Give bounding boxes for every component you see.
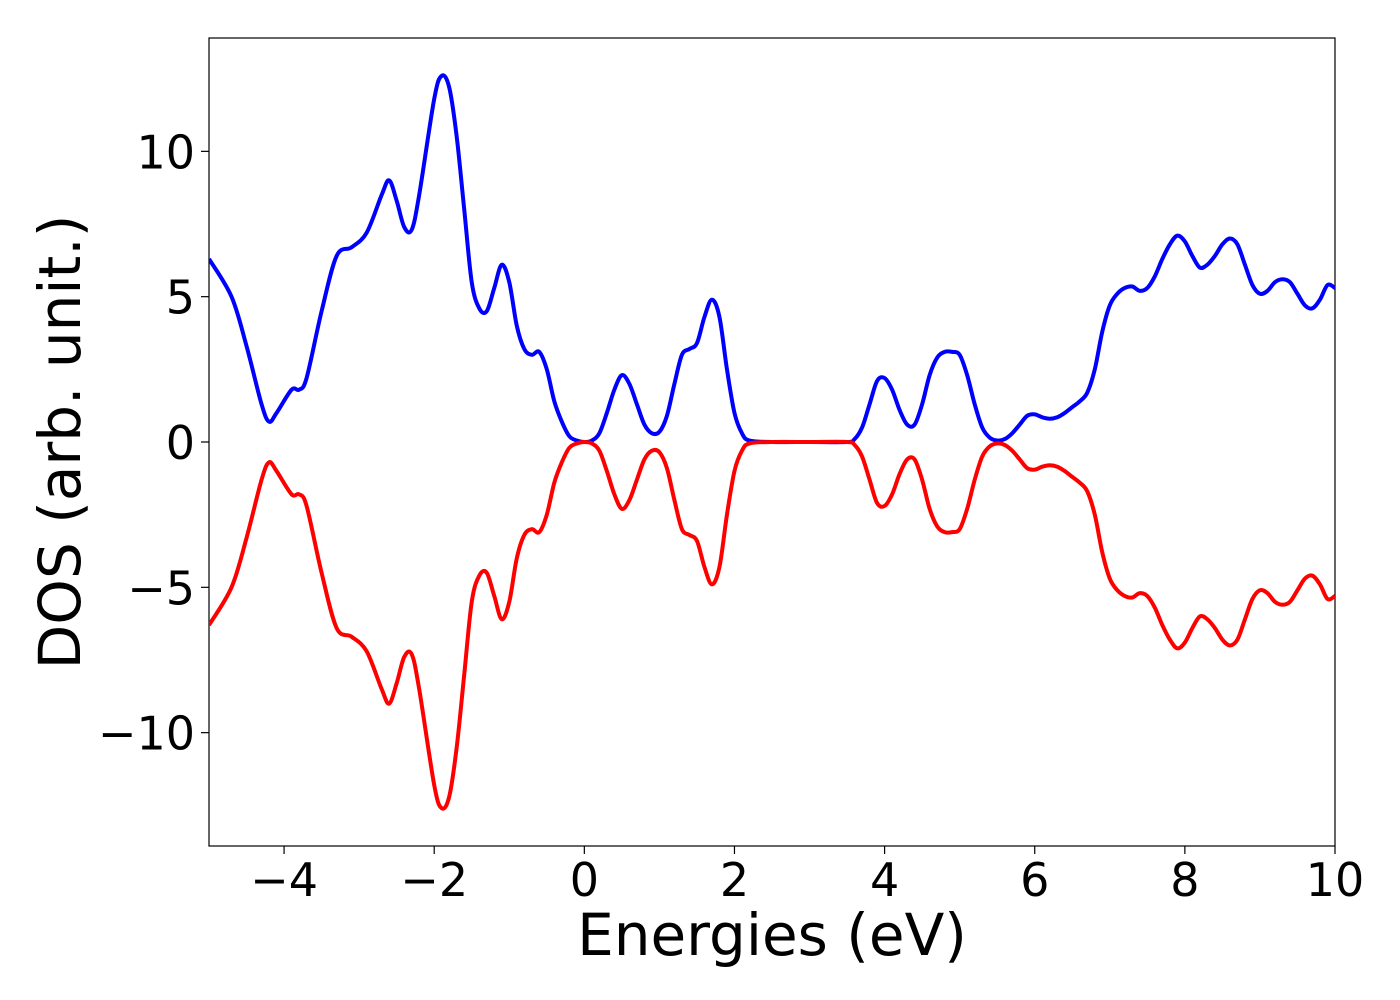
x-tick-label: 4 (870, 853, 899, 907)
y-tick-label: 5 (166, 271, 195, 325)
x-tick-label: 6 (1020, 853, 1049, 907)
x-tick-label: 2 (720, 853, 749, 907)
x-tick-label: −4 (250, 853, 318, 907)
y-axis-label: DOS (arb. unit.) (26, 215, 94, 670)
x-tick-label: 8 (1170, 853, 1199, 907)
dos-line (209, 73, 1335, 445)
x-tick-label: 10 (1306, 853, 1365, 907)
y-tick-label: 0 (166, 416, 195, 470)
dos-line (209, 439, 1335, 811)
x-axis-label: Energies (eV) (577, 901, 967, 969)
y-tick-label: 10 (136, 125, 195, 179)
x-tick-label: 0 (570, 853, 599, 907)
y-tick-label: −10 (98, 707, 195, 761)
y-tick-label: −5 (127, 561, 195, 615)
x-tick-label: −2 (400, 853, 468, 907)
